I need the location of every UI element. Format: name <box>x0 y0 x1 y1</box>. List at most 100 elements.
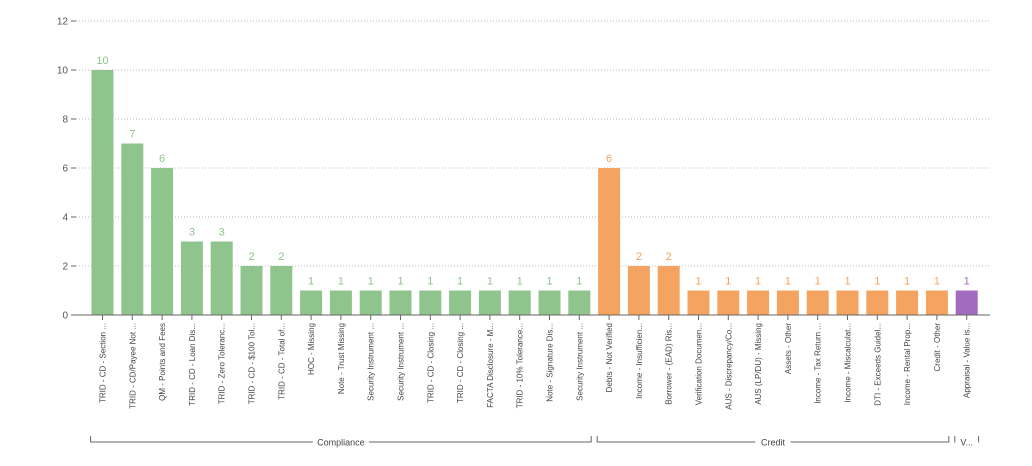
category-label: Debts - Not Verified <box>605 323 614 392</box>
group-bracket-right <box>978 436 980 443</box>
grid-lines <box>76 20 990 267</box>
group-label: V... <box>960 438 973 448</box>
bar[interactable] <box>687 290 710 316</box>
category-label: TRID - CD - Total of... <box>277 323 286 400</box>
bar[interactable] <box>270 266 293 315</box>
category-label: Security Instrument ... <box>367 323 376 401</box>
data-label: 2 <box>636 251 642 263</box>
group-bracket-left <box>90 436 313 443</box>
data-label: 1 <box>338 276 344 288</box>
category-label: Credit - Other <box>933 323 942 372</box>
data-label: 7 <box>129 129 135 141</box>
category-label: TRID - CD - Loan Dis... <box>188 323 197 406</box>
data-label: 3 <box>189 227 195 239</box>
data-label: 1 <box>815 276 821 288</box>
data-label: 1 <box>934 276 940 288</box>
data-label: 1 <box>427 276 433 288</box>
data-label: 6 <box>159 153 165 165</box>
category-label: TRID - Zero Toleranc... <box>218 323 227 404</box>
data-label: 1 <box>874 276 880 288</box>
category-label: Note - Trust Missing <box>337 323 346 394</box>
data-label: 1 <box>785 276 791 288</box>
y-tick-label: 2 <box>62 262 68 273</box>
group-label: Credit <box>761 438 786 448</box>
bar[interactable] <box>657 266 680 315</box>
category-label: Security Instrument ... <box>575 323 584 401</box>
category-label: Assets - Other <box>784 323 793 374</box>
bar[interactable] <box>359 290 382 316</box>
bar[interactable] <box>717 290 740 316</box>
y-tick-label: 12 <box>57 17 69 28</box>
bar[interactable] <box>836 290 859 316</box>
bar[interactable] <box>627 266 650 315</box>
bar[interactable] <box>598 168 621 315</box>
y-tick-label: 10 <box>57 66 69 77</box>
bar[interactable] <box>568 290 591 316</box>
group-label: Compliance <box>317 438 365 448</box>
data-label: 3 <box>219 227 225 239</box>
bar[interactable] <box>747 290 770 316</box>
data-label: 1 <box>308 276 314 288</box>
bar[interactable] <box>180 241 203 316</box>
bar[interactable] <box>210 241 233 316</box>
bar[interactable] <box>955 290 978 316</box>
category-label: Income - Insufficien... <box>635 323 644 399</box>
data-label: 1 <box>695 276 701 288</box>
bar[interactable] <box>300 290 323 316</box>
category-labels: TRID - CD - Section ... TRID - CD/Payee N… <box>99 323 972 410</box>
bar[interactable] <box>121 143 144 316</box>
bar[interactable] <box>538 290 561 316</box>
bar[interactable] <box>896 290 919 316</box>
data-labels: 10 7 6 3 3 2 2 1 1 1 1 1 1 1 1 1 1 6 2 2 1 1 1 1 1 1 1 1 1 1 <box>96 55 969 288</box>
y-tick-label: 8 <box>62 115 68 126</box>
bar[interactable] <box>925 290 948 316</box>
category-label: TRID - 10% Tolerance... <box>516 323 525 408</box>
category-label: HOC - Missing <box>307 323 316 375</box>
bar[interactable] <box>449 290 472 316</box>
data-label: 1 <box>576 276 582 288</box>
data-label: 1 <box>755 276 761 288</box>
group-bracket-right <box>790 436 950 443</box>
category-label: Verification Documen... <box>695 323 704 405</box>
category-label: TRID - CD - Section ... <box>99 323 108 403</box>
bar[interactable] <box>866 290 889 316</box>
bars <box>91 70 978 316</box>
category-label: Income - Tax Return ... <box>814 323 823 404</box>
y-tick-label: 6 <box>62 164 68 175</box>
data-label: 1 <box>457 276 463 288</box>
category-label: DTI - Exceeds Guidel... <box>873 323 882 406</box>
category-label: Borrower - (EAD) Ris... <box>665 323 674 405</box>
category-label: FACTA Disclosure - M... <box>486 323 495 408</box>
bar[interactable] <box>419 290 442 316</box>
bar[interactable] <box>508 290 531 316</box>
y-tick-label: 0 <box>62 311 68 322</box>
y-axis-tick-labels: 0 2 4 6 8 10 12 <box>57 17 76 322</box>
bar[interactable] <box>329 290 352 316</box>
data-label: 1 <box>904 276 910 288</box>
bar[interactable] <box>389 290 412 316</box>
x-axis-ticks <box>102 315 968 320</box>
category-label: Income - Miscalculat... <box>844 323 853 403</box>
category-label: TRID - CD - $100 Tol... <box>248 323 257 404</box>
category-label: Appraisal - Value is... <box>963 323 972 398</box>
bar[interactable] <box>240 266 263 315</box>
data-label: 1 <box>397 276 403 288</box>
group-bracket-left <box>954 436 956 443</box>
bar[interactable] <box>478 290 501 316</box>
data-label: 1 <box>517 276 523 288</box>
bar[interactable] <box>151 168 174 315</box>
bar[interactable] <box>91 70 114 315</box>
data-label: 1 <box>725 276 731 288</box>
category-label: AUS - Discrepancy/Co... <box>724 323 733 410</box>
data-label: 2 <box>278 251 284 263</box>
data-label: 1 <box>964 276 970 288</box>
data-label: 1 <box>487 276 493 288</box>
y-tick-label: 4 <box>62 213 68 224</box>
bar[interactable] <box>806 290 829 316</box>
category-label: TRID - CD/Payee Not ... <box>128 323 137 409</box>
data-label: 2 <box>248 251 254 263</box>
bar[interactable] <box>776 290 799 316</box>
category-label: Income - Rental Prop... <box>903 323 912 405</box>
category-label: TRID - CD - Closing ... <box>426 323 435 403</box>
